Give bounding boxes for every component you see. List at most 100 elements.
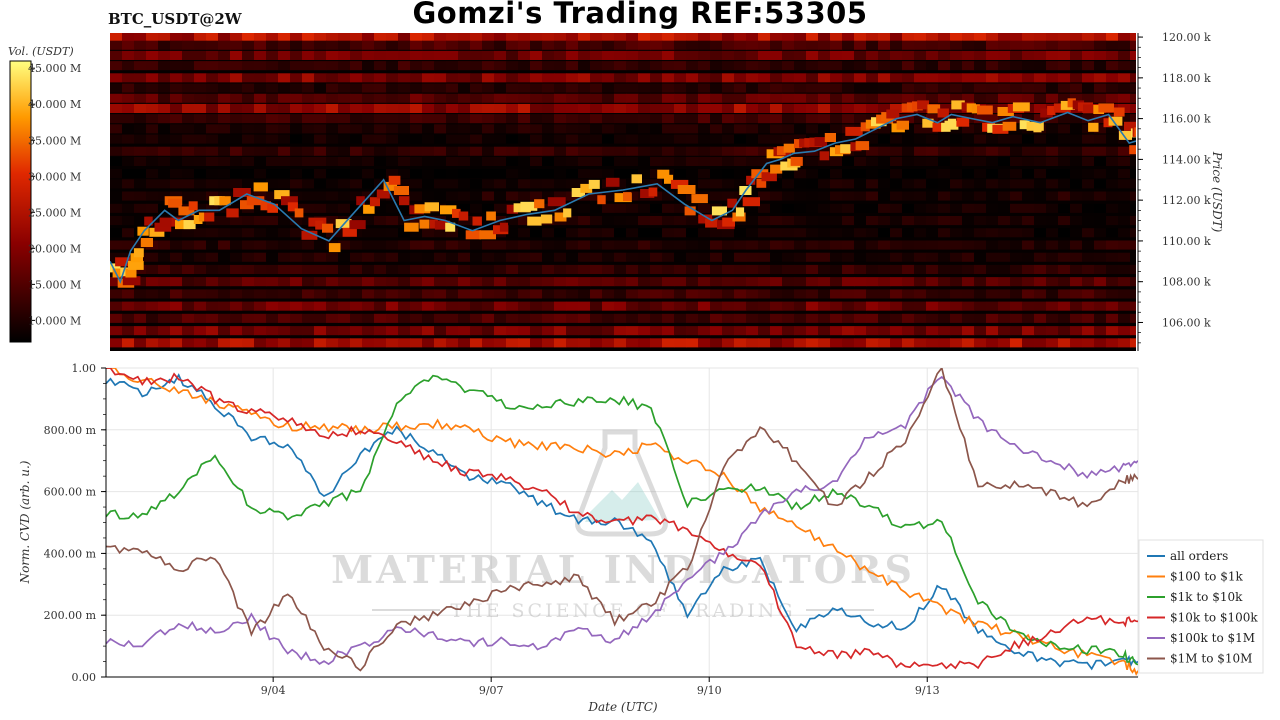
heat-cell [866,203,879,213]
heat-cell [278,240,291,250]
heat-cell [290,264,303,274]
heat-cell [158,252,171,262]
heat-cell [362,156,375,166]
heat-cell [986,326,999,336]
heat-hot-cell [1118,130,1132,140]
heat-cell [794,93,807,103]
heat-cell [1106,240,1119,250]
heat-cell [710,338,723,348]
heat-cell [302,50,315,60]
heat-hot-cell [499,222,508,232]
heat-cell [110,103,123,113]
heat-hot-cell [281,196,298,206]
heat-cell [494,50,507,60]
heat-cell [1130,240,1136,250]
heat-cell [1070,326,1083,336]
heat-cell [578,228,591,238]
heat-cell [326,50,339,60]
heat-cell [1082,338,1095,348]
heat-cell [938,103,951,113]
heat-cell [782,73,795,83]
heat-cell [290,313,303,323]
heat-cell [902,326,915,336]
heat-cell [314,301,327,311]
heat-cell [218,61,231,71]
heat-cell [554,179,567,189]
heat-cell [770,83,783,93]
heat-cell [1082,169,1095,179]
heat-cell [1106,228,1119,238]
heat-cell [506,50,519,60]
heat-cell [734,156,747,166]
heat-cell [302,191,315,201]
heat-cell [566,156,579,166]
heat-cell [986,93,999,103]
heat-cell [266,61,279,71]
heat-cell [434,338,447,348]
heat-cell [866,50,879,60]
heat-cell [410,61,423,71]
heat-cell [698,277,711,287]
heat-cell [938,301,951,311]
heat-cell [494,40,507,50]
heat-cell [110,156,123,166]
heat-cell [146,124,159,134]
heat-cell [650,203,663,213]
heat-cell [110,301,123,311]
heat-cell [1118,40,1131,50]
heat-cell [746,124,759,134]
heat-cell [374,61,387,71]
heat-cell [614,50,627,60]
heat-cell [530,33,543,42]
heat-cell [674,40,687,50]
heat-cell [278,326,291,336]
heat-hot-cell [253,182,268,192]
heat-cell [290,156,303,166]
heat-cell [758,156,771,166]
heat-cell [842,169,855,179]
heat-cell [434,169,447,179]
heat-cell [194,124,207,134]
heat-cell [146,156,159,166]
heat-cell [722,156,735,166]
heat-cell [806,264,819,274]
heat-cell [470,146,483,156]
heat-cell [122,216,135,226]
heat-cell [494,93,507,103]
heat-cell [446,277,459,287]
heat-hot-cell [1033,123,1042,133]
heat-cell [818,83,831,93]
heat-cell [326,40,339,50]
heat-cell [794,240,807,250]
heat-hot-cell [937,108,949,118]
heat-cell [170,134,183,144]
heat-cell [1130,264,1136,274]
heat-cell [626,301,639,311]
heat-cell [470,114,483,124]
heat-cell [566,228,579,238]
heat-cell [950,93,963,103]
heat-cell [950,169,963,179]
heat-cell [590,264,603,274]
heat-cell [458,252,471,262]
heat-cell [1082,146,1095,156]
heat-cell [1130,134,1136,144]
heat-cell [902,179,915,189]
heat-cell [554,252,567,262]
heat-cell [722,134,735,144]
heat-cell [326,114,339,124]
heat-cell [374,289,387,299]
heat-cell [530,124,543,134]
heat-cell [386,61,399,71]
heat-cell [794,277,807,287]
heat-cell [998,191,1011,201]
heat-cell [1082,61,1095,71]
heat-cell [350,103,363,113]
heat-cell [614,203,627,213]
heat-cell [1082,156,1095,166]
heat-cell [422,228,435,238]
heat-cell [134,124,147,134]
heat-cell [1130,301,1136,311]
heat-cell [1106,203,1119,213]
heat-cell [770,179,783,189]
